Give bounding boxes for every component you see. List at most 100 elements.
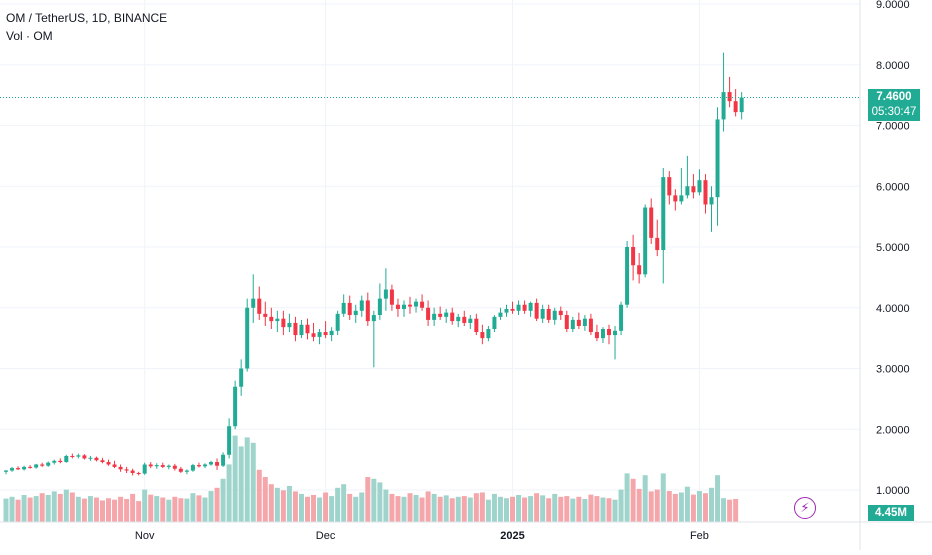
candle-body — [58, 460, 63, 463]
candle-body — [691, 186, 696, 193]
volume-bar — [262, 477, 268, 522]
y-tick-label: 9.0000 — [876, 0, 910, 11]
candle-body — [395, 304, 400, 309]
candle-body — [76, 455, 81, 457]
volume-bar — [491, 493, 497, 522]
volume-bar — [660, 473, 666, 522]
candle-body — [10, 468, 15, 471]
volume-bar — [431, 493, 437, 522]
candle-body — [269, 316, 274, 322]
candle-body — [148, 464, 153, 467]
candle-body — [576, 319, 581, 326]
volume-bar — [624, 473, 630, 522]
candle-body — [100, 460, 105, 463]
candle-body — [112, 464, 117, 467]
volume-bar — [99, 500, 105, 522]
candle-body — [196, 465, 201, 467]
candle-body — [383, 289, 388, 299]
candle-body — [172, 465, 177, 469]
volume-bar — [479, 492, 485, 522]
volume-bar — [286, 486, 292, 522]
volume-bar — [142, 489, 148, 522]
candle-body — [414, 301, 419, 307]
candle-body — [221, 454, 226, 466]
candle-body — [679, 195, 684, 202]
volume-bar — [389, 493, 395, 522]
bar-countdown: 05:30:47 — [871, 106, 917, 118]
candle-body — [715, 119, 720, 198]
volume-bar — [365, 477, 371, 522]
volume-bar — [552, 493, 558, 522]
candle-body — [28, 466, 33, 468]
candle-body — [184, 470, 189, 472]
candle-body — [245, 307, 250, 369]
volume-bar — [39, 493, 45, 522]
volume-bar — [280, 490, 286, 522]
volume-bar — [256, 469, 262, 522]
candle-body — [130, 470, 135, 473]
volume-bar — [9, 496, 15, 522]
volume-bar — [473, 493, 479, 522]
candle-body — [709, 197, 714, 205]
candle-body — [600, 329, 605, 339]
y-tick-label: 8.0000 — [876, 60, 910, 72]
volume-bar — [93, 497, 99, 522]
volume-bar — [238, 446, 244, 522]
candle-body — [16, 468, 21, 470]
volume-bar — [721, 498, 727, 522]
volume-bar — [27, 497, 33, 522]
volume-bar — [648, 491, 654, 522]
volume-bar — [461, 496, 467, 522]
volume-bar — [467, 497, 473, 522]
candle-body — [438, 313, 443, 317]
candle-body — [450, 312, 455, 322]
candle-body — [239, 368, 244, 387]
volume-bar — [642, 475, 648, 522]
candle-body — [510, 308, 515, 311]
last-price-tag: 7.4600 05:30:47 — [868, 89, 920, 121]
candle-body — [257, 298, 262, 314]
candle-body — [34, 464, 39, 468]
candle-body — [594, 332, 599, 339]
volume-bar — [618, 489, 624, 522]
candle-body — [46, 462, 51, 466]
volume-bars — [3, 435, 739, 522]
volume-bar — [371, 478, 377, 522]
volume-bar — [3, 498, 9, 522]
candle-body — [154, 465, 159, 467]
volume-bar — [558, 496, 564, 522]
candle-body — [305, 324, 310, 334]
candle-body — [733, 101, 738, 113]
volume-bar — [75, 496, 81, 522]
last-price-value: 7.4600 — [876, 91, 912, 103]
volume-bar — [184, 498, 190, 522]
y-tick-label: 6.0000 — [876, 181, 910, 193]
volume-bar — [630, 478, 636, 522]
volume-bar — [425, 491, 431, 522]
lightning-bolt-icon[interactable]: ⚡ — [794, 497, 816, 519]
volume-bar — [522, 497, 528, 522]
volume-bar — [298, 493, 304, 522]
volume-bar — [684, 486, 690, 522]
candle-body — [293, 322, 298, 336]
candle-body — [124, 469, 129, 471]
candle-body — [215, 462, 220, 466]
candle-body — [106, 462, 111, 465]
candle-body — [281, 318, 286, 328]
volume-bar — [190, 493, 196, 522]
volume-legend[interactable]: Vol · OM — [6, 29, 53, 43]
symbol-title[interactable]: OM / TetherUS, 1D, BINANCE — [6, 11, 168, 25]
volume-bar — [497, 496, 503, 522]
volume-bar — [709, 487, 715, 522]
candle-body — [178, 468, 183, 472]
volume-bar — [377, 482, 383, 522]
volume-bar — [690, 494, 696, 522]
volume-bar — [503, 498, 509, 522]
volume-bar — [437, 496, 443, 522]
candle-body — [287, 322, 292, 328]
candle-body — [492, 316, 497, 330]
candle-body — [486, 329, 491, 339]
candle-body — [335, 313, 340, 331]
